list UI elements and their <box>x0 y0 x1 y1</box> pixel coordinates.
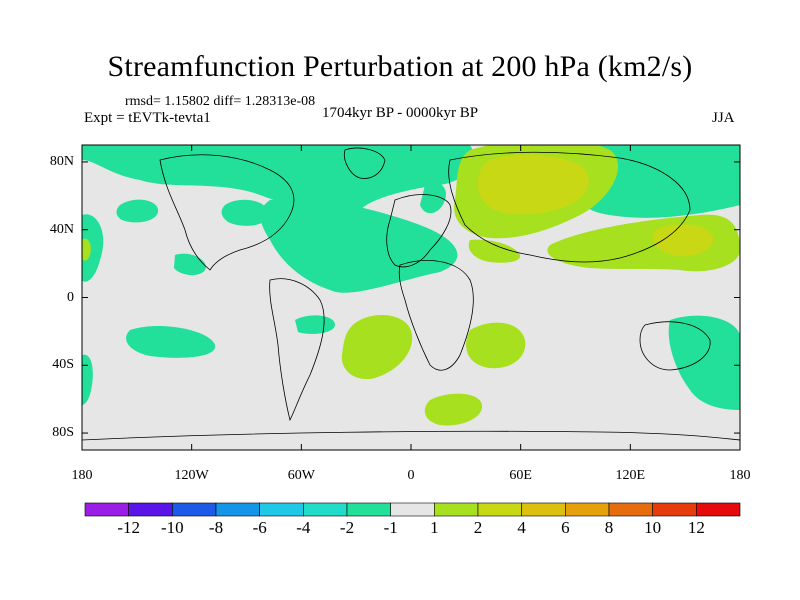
contour-pos-east-asia-core <box>652 224 714 257</box>
colorbar-label: -4 <box>296 518 311 537</box>
lat-label: 40S <box>52 357 74 373</box>
colorbar-label: -10 <box>160 518 184 537</box>
colorbar-label: 4 <box>517 518 526 537</box>
coastline-6 <box>448 151 691 263</box>
contour-neg-sa-blob <box>295 315 335 334</box>
lon-label: 0 <box>407 468 415 483</box>
colorbar-swatch <box>434 502 479 517</box>
colorbar-swatch <box>696 502 741 517</box>
contour-neg-pacific-blob <box>116 199 159 223</box>
colorbar-swatch <box>84 502 129 517</box>
contour-neg-north-atlantic <box>82 145 474 215</box>
colorbar-swatch <box>477 502 522 517</box>
colorbar-label: -12 <box>117 518 140 537</box>
colorbar-label: 1 <box>430 518 439 537</box>
lon-label: 60E <box>509 468 532 483</box>
lat-label: 80N <box>49 153 74 169</box>
lon-label: 120W <box>174 468 209 483</box>
contour-neg-south-pacific <box>126 325 216 358</box>
colorbar-label: -6 <box>252 518 267 537</box>
colorbar-swatch <box>215 502 260 517</box>
colorbar-swatch <box>259 502 304 517</box>
lon-label: 180 <box>71 468 93 483</box>
lat-label: 80S <box>52 425 74 441</box>
chart-title: Streamfunction Perturbation at 200 hPa (… <box>107 50 693 83</box>
lon-label: 120E <box>615 468 646 483</box>
colorbar-swatch <box>128 502 173 517</box>
colorbar-swatch <box>565 502 610 517</box>
colorbar-swatch <box>608 502 653 517</box>
coastline-8 <box>82 430 740 441</box>
contour-pos-southern-ocean <box>424 393 483 426</box>
contour-pos-eurasia-core <box>477 154 589 215</box>
contour-neg-west-pacific-edge <box>82 214 104 282</box>
coastline-3 <box>343 147 386 179</box>
colorbar-swatch <box>303 502 348 517</box>
contour-neg-europe <box>420 182 446 214</box>
contour-neg-north-pacific <box>578 145 740 218</box>
colorbar-swatch <box>346 502 391 517</box>
season-label: JJA <box>712 110 735 126</box>
period-label: 1704kyr BP - 0000kyr BP <box>322 105 479 121</box>
colorbar-label: -2 <box>339 518 355 537</box>
contour-neg-na-blob <box>221 199 269 226</box>
colorbar-label: -1 <box>383 518 398 537</box>
colorbar-swatch <box>652 502 697 517</box>
contour-pos-south-africa <box>466 322 526 369</box>
stats-label: rmsd= 1.15802 diff= 1.28313e-08 <box>125 94 316 109</box>
contour-neg-sw-edge <box>82 354 93 405</box>
colorbar-swatch <box>172 502 217 517</box>
lat-label: 0 <box>67 289 74 305</box>
contour-neg-east-pacific <box>174 253 206 276</box>
lat-label: 40N <box>49 221 74 237</box>
colorbar-label: 8 <box>604 518 614 537</box>
coastline-1 <box>159 154 295 271</box>
coastline-5 <box>398 260 474 371</box>
colorbar-swatch <box>390 502 435 517</box>
lon-label: 60W <box>287 468 315 483</box>
contour-neg-australia-east <box>668 315 740 410</box>
colorbar-label: 2 <box>473 518 483 537</box>
contour-neg-atlantic-small <box>333 173 381 199</box>
contour-neg-central-atlantic <box>260 199 458 293</box>
experiment-label: Expt = tEVTk-tevta1 <box>84 110 211 126</box>
coastline-4 <box>386 194 452 268</box>
contour-pos-africa-small <box>468 239 521 263</box>
coastline-7 <box>639 321 711 371</box>
colorbar-label: 10 <box>644 518 662 537</box>
colorbar-swatch <box>521 502 566 517</box>
colorbar-label: 12 <box>687 518 705 537</box>
lon-label: 180 <box>729 468 751 483</box>
colorbar-label: -8 <box>208 518 224 537</box>
coastline-2 <box>269 278 325 422</box>
colorbar-label: 6 <box>561 518 570 537</box>
contour-pos-w-edge <box>82 238 91 261</box>
contour-pos-south-atlantic <box>341 315 413 380</box>
